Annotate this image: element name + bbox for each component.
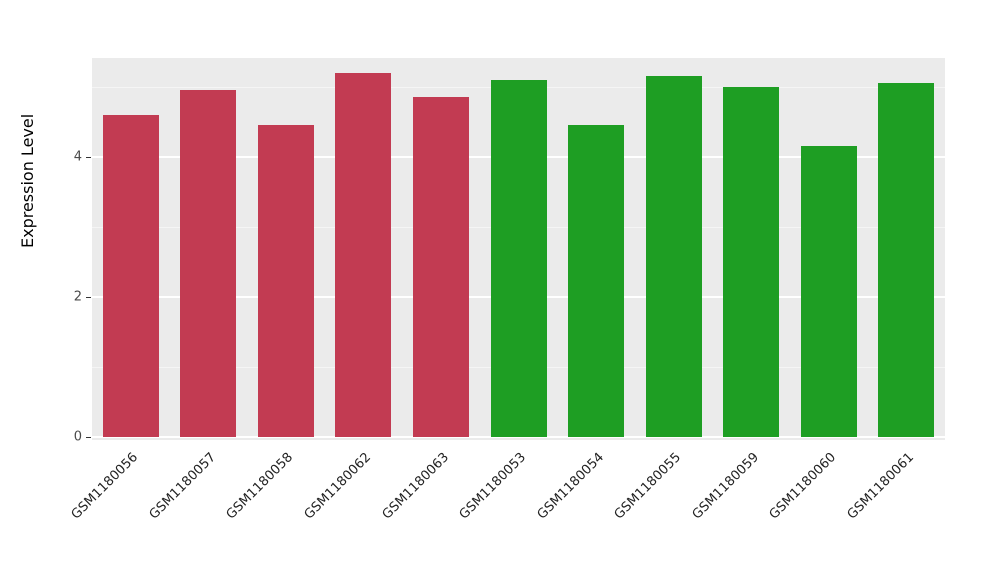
bar (413, 97, 469, 437)
x-tick-label: GSM1180058 (224, 450, 297, 523)
x-tick-label: GSM1180056 (68, 450, 142, 523)
y-tick-label: 0 (73, 429, 82, 445)
y-tick-label: 2 (73, 289, 82, 305)
bar (180, 90, 236, 437)
bar (335, 73, 391, 437)
bar (258, 125, 314, 437)
x-tick-label: GSM1180060 (766, 450, 840, 523)
bar (723, 87, 779, 437)
bar (103, 115, 159, 437)
x-tick-label: GSM1180055 (611, 450, 685, 523)
x-tick-label: GSM1180059 (689, 450, 762, 523)
y-tick-mark (86, 297, 91, 298)
bar (801, 146, 857, 437)
x-tick-label: GSM1180054 (534, 450, 607, 523)
x-tick-label: GSM1180057 (146, 450, 219, 523)
x-tick-label: GSM1180063 (379, 450, 452, 523)
y-axis-title: Expression Level (18, 113, 37, 248)
y-tick-label: 4 (73, 149, 82, 165)
bar (878, 83, 934, 437)
bar (646, 76, 702, 437)
x-tick-label: GSM1180061 (844, 450, 917, 523)
y-tick-mark (86, 157, 91, 158)
gridline-major (92, 436, 945, 438)
y-tick-mark (86, 437, 91, 438)
x-tick-label: GSM1180062 (301, 450, 375, 523)
bar (568, 125, 624, 437)
plot-panel (92, 58, 945, 440)
x-tick-label: GSM1180053 (456, 450, 530, 523)
bar (491, 80, 547, 437)
